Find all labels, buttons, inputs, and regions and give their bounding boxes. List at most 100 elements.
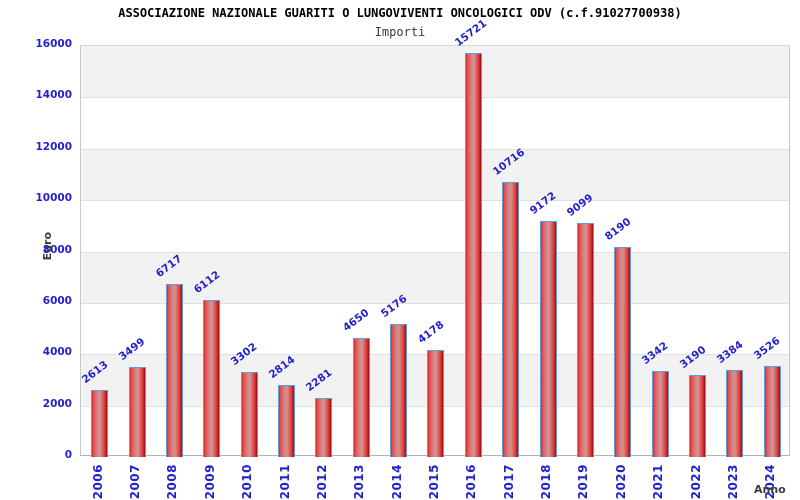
bar-slot: 2814	[266, 46, 305, 457]
bar-slot: 3342	[639, 46, 679, 457]
bar-value-label: 6112	[191, 268, 223, 296]
chart-subtitle: Importi	[374, 25, 426, 39]
bar-slot: 2281	[303, 46, 342, 457]
bar-value-label: 4178	[415, 318, 447, 346]
x-tick-label: 2012	[314, 464, 329, 500]
bar-slot: 3526	[752, 46, 791, 457]
x-tick-label: 2017	[501, 464, 516, 500]
bar-slot: 2613	[79, 46, 118, 457]
bar-value-label: 9172	[527, 190, 559, 218]
y-axis-title: Euro	[41, 232, 54, 261]
x-tick-label: 2014	[389, 464, 404, 500]
bar-slot: 4178	[415, 46, 454, 457]
x-tick-label: 2015	[427, 464, 441, 500]
bar	[240, 372, 258, 457]
bar-value-label: 8190	[602, 215, 634, 243]
gridline	[81, 251, 789, 253]
bar-value-label: 9099	[565, 192, 596, 220]
bar-slot: 6112	[191, 46, 230, 457]
y-tick-label: 4000	[42, 346, 72, 359]
bar-value-label: 3384	[714, 338, 746, 367]
bar-value-label: 2814	[266, 353, 297, 381]
bar-value-label: 4650	[341, 306, 372, 334]
bar-value-label: 2281	[303, 367, 335, 395]
gridline	[81, 302, 789, 304]
y-tick-label: 14000	[35, 89, 72, 102]
gridline	[81, 97, 789, 99]
bar-value-label: 3302	[228, 341, 260, 369]
bar-value-label: 6717	[154, 253, 185, 281]
x-tick-label: 2022	[688, 464, 703, 500]
x-axis-title: Anno	[754, 483, 786, 496]
x-tick-label: 2019	[576, 464, 591, 500]
bar-slot: 9099	[565, 46, 604, 457]
background-band	[81, 148, 789, 201]
bar	[315, 398, 333, 457]
chart-title: ASSOCIAZIONE NAZIONALE GUARITI O LUNGOVI…	[118, 6, 682, 20]
bar	[427, 349, 445, 457]
bar-value-label: 2613	[79, 358, 111, 386]
background-band	[81, 302, 789, 355]
bar-value-label: 3342	[639, 339, 671, 368]
bar-value-label: 3190	[677, 343, 708, 372]
x-tick-label: 2021	[651, 464, 666, 500]
x-tick-label: 2023	[725, 464, 740, 500]
bar	[763, 366, 781, 457]
bar-slot: 4650	[341, 46, 380, 457]
bar	[614, 246, 632, 457]
bar	[165, 284, 183, 457]
x-tick-label: 2020	[613, 464, 628, 500]
bar-value-label: 3526	[752, 335, 783, 363]
bar	[576, 223, 594, 457]
bar-slot: 3384	[714, 46, 753, 457]
bar	[651, 371, 669, 457]
bar-slot: 3190	[677, 46, 716, 457]
plot-area: 2613 3499 6717 6112 3302 2814 2281 4650 5176 4178…	[79, 18, 791, 457]
bar-value-label: 10716	[490, 146, 527, 178]
bar-slot: 3499	[116, 46, 155, 457]
bar-value-label: 5176	[378, 292, 409, 321]
bar-slot: 6717	[154, 46, 193, 457]
bar	[539, 221, 557, 457]
y-tick-label: 16000	[35, 38, 72, 50]
x-tick-label: 2013	[352, 464, 367, 500]
bar	[278, 384, 295, 457]
y-tick-label: 6000	[42, 294, 72, 307]
bar-slot: 5176	[378, 46, 417, 457]
y-tick-label: 2000	[42, 397, 72, 410]
background-band	[81, 251, 789, 303]
x-tick-label: 2018	[539, 464, 554, 500]
bar-slot: 9172	[527, 46, 566, 457]
bar-slot: 10716	[490, 46, 529, 457]
background-band	[81, 46, 789, 98]
bar	[352, 337, 370, 457]
background-band	[81, 97, 789, 149]
x-tick-label: 2006	[90, 464, 105, 500]
bar-slot: 15721	[453, 18, 492, 457]
y-tick-label: 0	[64, 449, 72, 461]
bar	[91, 389, 109, 457]
x-tick-label: 2008	[165, 464, 180, 500]
bars-layer: 2613 3499 6717 6112 3302 2814 2281 4650 5176 4178…	[79, 18, 791, 457]
bar-slot: 3302	[228, 46, 267, 457]
bar	[689, 375, 707, 457]
y-tick-label: 8000	[42, 243, 72, 256]
bar	[726, 370, 744, 457]
bar	[390, 324, 408, 457]
x-tick-label: 2007	[128, 464, 143, 500]
gridline	[81, 148, 789, 150]
bar-slot: 8190	[602, 46, 641, 457]
y-tick-label: 12000	[35, 140, 72, 153]
bar-value-label: 3499	[116, 335, 148, 364]
bar	[203, 300, 221, 457]
x-tick-label: 2011	[277, 464, 292, 500]
bar	[502, 181, 520, 457]
x-tick-label: 2009	[202, 464, 217, 500]
x-tick-label: 2010	[240, 464, 255, 500]
bar	[464, 53, 482, 457]
y-tick-label: 10000	[35, 192, 72, 205]
background-band	[81, 200, 789, 252]
x-tick-label: 2016	[464, 464, 479, 500]
bar	[128, 367, 146, 457]
